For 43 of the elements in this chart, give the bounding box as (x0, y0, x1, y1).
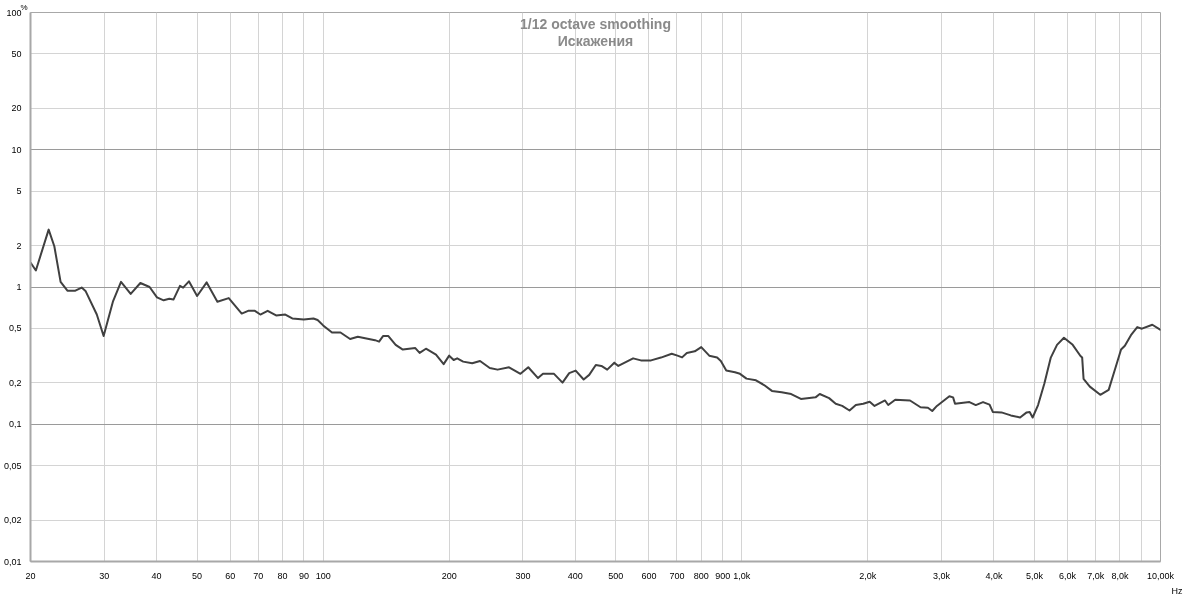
x-tick-label: 900 (715, 570, 731, 581)
x-tick-label: 70 (253, 570, 264, 581)
x-tick-label: 4,0k (985, 570, 1003, 581)
x-tick-label: 2,0k (859, 570, 877, 581)
y-tick-label: 1 (16, 282, 22, 292)
y-tick-label: 5 (16, 186, 22, 197)
y-axis-title: % (20, 3, 28, 12)
x-tick-label: 3,0k (933, 570, 951, 581)
x-axis-title: Hz (1171, 585, 1183, 595)
x-tick-label: 600 (641, 570, 657, 581)
x-tick-label: 90 (298, 570, 309, 581)
y-tick-label: 0,01 (3, 556, 22, 567)
y-tick-label: 100 (6, 7, 22, 18)
x-tick-label: 10,00k (1146, 570, 1175, 581)
x-tick-label: 60 (225, 570, 236, 581)
x-tick-label: 20 (25, 570, 36, 581)
y-tick-label: 0,1 (8, 419, 22, 430)
x-tick-label: 30 (99, 570, 110, 581)
y-tick-label: 50 (11, 48, 22, 59)
x-tick-label: 50 (192, 570, 203, 581)
text: Искажения (557, 32, 634, 49)
x-tick-label: 5,0k (1025, 570, 1044, 581)
y-tick-label: 0,2 (8, 377, 22, 388)
x-tick-label: 80 (277, 570, 288, 581)
x-tick-label: 8,0k (1111, 570, 1129, 581)
x-tick-label: 7,0k (1087, 570, 1105, 581)
y-tick-label: 0,05 (3, 460, 22, 471)
x-tick-label: 1,0k (733, 570, 751, 581)
x-tick-label: 100 (315, 570, 331, 581)
y-tick-label: 0,02 (3, 515, 22, 526)
x-tick-label: 700 (669, 570, 685, 581)
x-tick-label: 400 (567, 570, 583, 581)
y-tick-label: 2 (16, 240, 22, 251)
chart-subtitle: 1/12 octave smoothing (520, 15, 671, 32)
x-tick-label: 500 (608, 570, 624, 581)
x-tick-label: 800 (693, 570, 709, 581)
x-tick-label: 40 (151, 570, 162, 581)
x-tick-label: 300 (515, 570, 531, 581)
y-tick-label: 20 (11, 103, 22, 114)
x-tick-label: 6,0k (1059, 570, 1077, 581)
y-tick-label: 0,5 (8, 323, 22, 334)
y-tick-label: 10 (11, 144, 22, 155)
x-tick-label: 200 (441, 570, 457, 581)
